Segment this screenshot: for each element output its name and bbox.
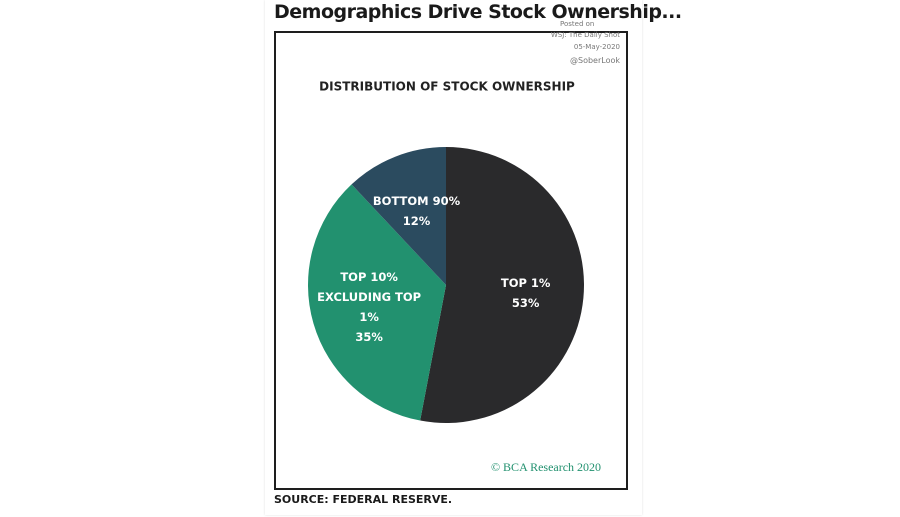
chart-frame	[274, 31, 628, 490]
slice-name: BOTTOM 90%	[372, 193, 461, 208]
pie-slice	[308, 184, 446, 421]
source: SOURCE: FEDERAL RESERVE.	[274, 493, 453, 506]
headline: Demographics Drive Stock Ownership...	[274, 1, 682, 23]
slice-label: TOP 10% EXCLUDING TOP 1% 35%	[307, 267, 431, 347]
pie-slice	[351, 147, 446, 285]
slice-value: 12%	[402, 213, 431, 228]
slice-label: TOP 1% 53%	[464, 273, 588, 313]
slice-label: BOTTOM 90% 12%	[355, 191, 479, 231]
slice-value: 35%	[355, 330, 383, 345]
handle: @SoberLook	[570, 56, 620, 65]
credit: © BCA Research 2020	[491, 460, 601, 474]
posted-source: WSJ: The Daily Shot	[550, 31, 620, 39]
posted-label: Posted on	[560, 20, 595, 28]
slice-value: 53%	[511, 295, 540, 310]
slice-name: TOP 1%	[500, 275, 551, 290]
pie-slice	[420, 147, 584, 424]
slice-name: TOP 10% EXCLUDING TOP 1%	[317, 270, 422, 325]
posted-date: 05-May-2020	[573, 43, 620, 51]
chart-title: DISTRIBUTION OF STOCK OWNERSHIP	[319, 80, 575, 94]
